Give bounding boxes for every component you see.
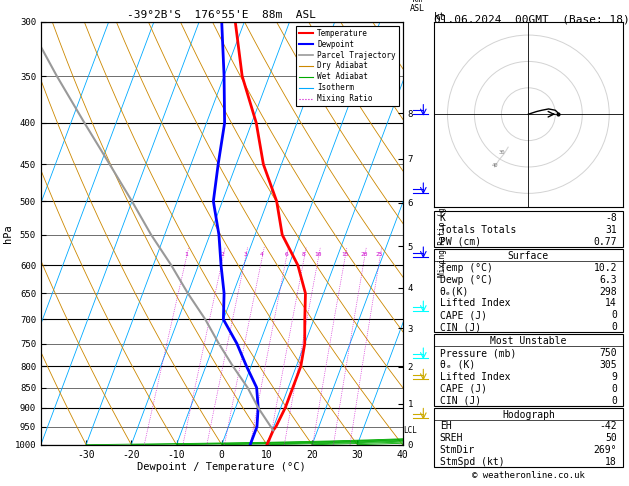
Text: Most Unstable: Most Unstable — [490, 336, 567, 346]
Text: 0.77: 0.77 — [594, 237, 617, 247]
Text: 18: 18 — [605, 457, 617, 467]
Text: Temp (°C): Temp (°C) — [440, 263, 493, 273]
Text: © weatheronline.co.uk: © weatheronline.co.uk — [472, 471, 585, 480]
Text: 30: 30 — [499, 150, 505, 155]
Text: 6: 6 — [284, 252, 288, 257]
Text: 3: 3 — [243, 252, 247, 257]
Text: SREH: SREH — [440, 434, 463, 443]
Text: 9: 9 — [611, 372, 617, 382]
Legend: Temperature, Dewpoint, Parcel Trajectory, Dry Adiabat, Wet Adiabat, Isotherm, Mi: Temperature, Dewpoint, Parcel Trajectory… — [296, 26, 399, 106]
Text: 2: 2 — [221, 252, 225, 257]
Text: 20: 20 — [360, 252, 368, 257]
Text: Dewp (°C): Dewp (°C) — [440, 275, 493, 285]
Text: CIN (J): CIN (J) — [440, 322, 481, 332]
Text: 31: 31 — [605, 225, 617, 235]
Bar — [434, 211, 623, 247]
Text: CAPE (J): CAPE (J) — [440, 310, 487, 320]
Text: Pressure (mb): Pressure (mb) — [440, 348, 516, 358]
Text: Hodograph: Hodograph — [502, 410, 555, 419]
Text: Lifted Index: Lifted Index — [440, 298, 510, 309]
Text: 0: 0 — [611, 396, 617, 405]
Text: 305: 305 — [599, 360, 617, 370]
Text: StmDir: StmDir — [440, 445, 475, 455]
Text: LCL: LCL — [403, 426, 417, 435]
Text: 25: 25 — [376, 252, 384, 257]
Text: 298: 298 — [599, 287, 617, 296]
Text: 0: 0 — [611, 322, 617, 332]
Text: 15: 15 — [341, 252, 348, 257]
Bar — [434, 249, 623, 332]
Text: -8: -8 — [605, 213, 617, 223]
Text: Totals Totals: Totals Totals — [440, 225, 516, 235]
Text: 0: 0 — [611, 310, 617, 320]
Title: -39°2B'S  176°55'E  88m  ASL: -39°2B'S 176°55'E 88m ASL — [127, 10, 316, 20]
Text: K: K — [440, 213, 445, 223]
Text: 40: 40 — [492, 163, 498, 168]
Text: 6.3: 6.3 — [599, 275, 617, 285]
Bar — [434, 334, 623, 406]
X-axis label: Dewpoint / Temperature (°C): Dewpoint / Temperature (°C) — [137, 462, 306, 472]
Text: 01.06.2024  00GMT  (Base: 18): 01.06.2024 00GMT (Base: 18) — [434, 15, 629, 25]
Text: Lifted Index: Lifted Index — [440, 372, 510, 382]
Text: θₑ (K): θₑ (K) — [440, 360, 475, 370]
Text: 4: 4 — [260, 252, 264, 257]
Text: Mixing Ratio (g/kg): Mixing Ratio (g/kg) — [438, 190, 447, 277]
Text: 14: 14 — [605, 298, 617, 309]
Text: km
ASL: km ASL — [409, 0, 425, 14]
Text: 10: 10 — [314, 252, 322, 257]
Text: 750: 750 — [599, 348, 617, 358]
Text: 269°: 269° — [594, 445, 617, 455]
Text: -42: -42 — [599, 421, 617, 432]
Text: 10.2: 10.2 — [594, 263, 617, 273]
Bar — [434, 408, 623, 467]
Y-axis label: hPa: hPa — [3, 224, 13, 243]
Text: kt: kt — [434, 12, 446, 22]
Text: StmSpd (kt): StmSpd (kt) — [440, 457, 504, 467]
Text: CAPE (J): CAPE (J) — [440, 383, 487, 394]
Text: 8: 8 — [302, 252, 306, 257]
Text: PW (cm): PW (cm) — [440, 237, 481, 247]
Text: 0: 0 — [611, 383, 617, 394]
Text: θₑ(K): θₑ(K) — [440, 287, 469, 296]
Text: EH: EH — [440, 421, 452, 432]
Text: 50: 50 — [605, 434, 617, 443]
Text: 1: 1 — [184, 252, 188, 257]
Text: CIN (J): CIN (J) — [440, 396, 481, 405]
Text: Surface: Surface — [508, 251, 549, 261]
